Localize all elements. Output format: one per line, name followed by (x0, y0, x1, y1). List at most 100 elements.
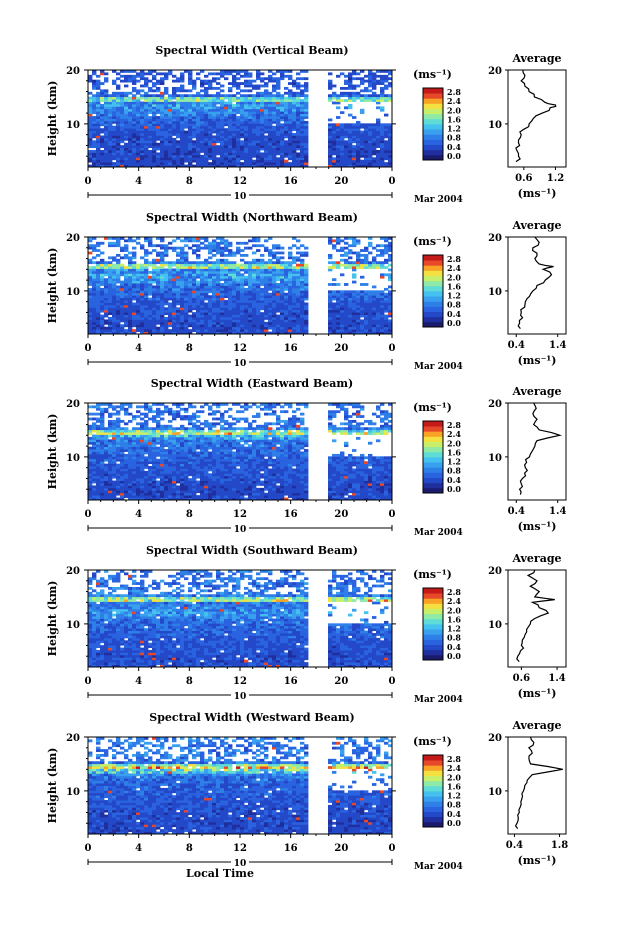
heatmap-cell (280, 140, 284, 143)
heatmap-cell (156, 288, 160, 291)
heatmap-cell (264, 312, 268, 315)
heatmap-cell (356, 290, 360, 293)
heatmap-cell (196, 162, 200, 165)
heatmap-cell (112, 150, 116, 153)
heatmap-cell (156, 286, 160, 289)
heatmap-cell (112, 329, 116, 332)
heatmap-cell (96, 302, 100, 305)
heatmap-cell (356, 77, 360, 80)
heatmap-cell (212, 271, 216, 274)
heatmap-cell (284, 288, 288, 291)
heatmap-cell (176, 87, 180, 90)
heatmap-cell (220, 278, 224, 281)
heatmap-cell (96, 254, 100, 257)
heatmap-cell (360, 77, 364, 80)
heatmap-cell (196, 111, 200, 114)
heatmap-cell (264, 99, 268, 102)
heatmap-cell (144, 97, 148, 100)
heatmap-cell (384, 261, 388, 264)
heatmap-cell (264, 286, 268, 289)
heatmap-cell (288, 131, 292, 134)
heatmap-cell (372, 128, 376, 131)
heatmap-cell (120, 80, 124, 83)
heatmap-cell (248, 278, 252, 281)
heatmap-cell (148, 138, 152, 141)
heatmap-cell (348, 77, 352, 80)
heatmap-cell (228, 97, 232, 100)
heatmap-cell (252, 114, 256, 117)
heatmap-cell (236, 106, 240, 109)
heatmap-cell (340, 87, 344, 90)
heatmap-cell (264, 290, 268, 293)
heatmap-cell (124, 324, 128, 327)
heatmap-cell (376, 106, 380, 109)
heatmap-cell (104, 293, 108, 296)
heatmap-cell (88, 281, 92, 284)
heatmap-cell (208, 283, 212, 286)
heatmap-cell (200, 324, 204, 327)
heatmap-cell (256, 307, 260, 310)
heatmap-cell (340, 99, 344, 102)
heatmap-cell (88, 247, 92, 250)
heatmap-cell (108, 471, 112, 474)
heatmap-cell (368, 242, 372, 245)
heatmap-cell (120, 150, 124, 153)
heatmap-cell (120, 97, 124, 100)
heatmap-cell (152, 278, 156, 281)
heatmap-cell (124, 302, 128, 305)
heatmap-cell (380, 315, 384, 318)
heatmap-cell (204, 123, 208, 126)
heatmap-cell (128, 77, 132, 80)
heatmap-cell (376, 322, 380, 325)
heatmap-cell (236, 72, 240, 75)
heatmap-cell (376, 97, 380, 100)
heatmap-cell (104, 439, 108, 442)
heatmap-cell (328, 317, 332, 320)
heatmap-cell (104, 481, 108, 484)
heatmap-cell (124, 80, 128, 83)
heatmap-cell (92, 413, 96, 416)
heatmap-cell (292, 121, 296, 124)
heatmap-cell (376, 80, 380, 83)
heatmap-cell (156, 121, 160, 124)
heatmap-cell (144, 254, 148, 257)
heatmap-cell (220, 114, 224, 117)
heatmap-cell (240, 273, 244, 276)
heatmap-cell (248, 307, 252, 310)
heatmap-cell (280, 126, 284, 129)
heatmap-cell (328, 298, 332, 301)
heatmap-cell (180, 266, 184, 269)
heatmap-cell (100, 315, 104, 318)
heatmap-cell (176, 97, 180, 100)
heatmap-cell (284, 281, 288, 284)
heatmap-cell (280, 295, 284, 298)
heatmap-cell (216, 131, 220, 134)
heatmap-cell (128, 104, 132, 107)
heatmap-cell (124, 319, 128, 322)
heatmap-cell (256, 276, 260, 279)
heatmap-cell (156, 300, 160, 303)
heatmap-cell (148, 152, 152, 155)
heatmap-cell (288, 77, 292, 80)
heatmap-cell (260, 300, 264, 303)
heatmap-cell (240, 114, 244, 117)
heatmap-cell (304, 273, 308, 276)
heatmap-cell (124, 295, 128, 298)
heatmap-cell (132, 305, 136, 308)
heatmap-cell (272, 295, 276, 298)
heatmap-cell (304, 283, 308, 286)
heatmap-cell (168, 283, 172, 286)
heatmap-cell (124, 283, 128, 286)
heatmap-cell (132, 269, 136, 272)
heatmap-cell (216, 302, 220, 305)
heatmap-cell (244, 290, 248, 293)
heatmap-cell (384, 302, 388, 305)
heatmap-cell (236, 87, 240, 90)
heatmap-cell (356, 322, 360, 325)
heatmap-cell (164, 75, 168, 78)
heatmap-cell (112, 427, 116, 430)
heatmap-cell (356, 135, 360, 138)
heatmap-cell (292, 259, 296, 262)
heatmap-cell (236, 310, 240, 313)
heatmap-cell (216, 269, 220, 272)
